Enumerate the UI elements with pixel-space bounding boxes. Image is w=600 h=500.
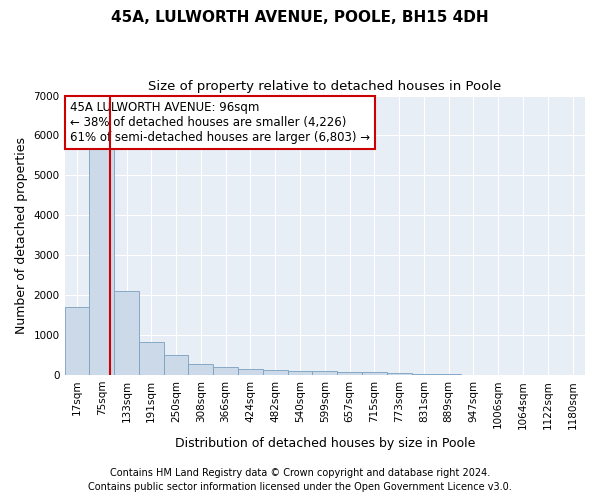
Bar [188,364,213,375]
Bar [387,374,412,375]
Bar [412,374,436,375]
Bar [313,372,337,375]
Bar [362,372,387,375]
Text: 45A LULWORTH AVENUE: 96sqm
← 38% of detached houses are smaller (4,226)
61% of s: 45A LULWORTH AVENUE: 96sqm ← 38% of deta… [70,101,370,144]
X-axis label: Distribution of detached houses by size in Poole: Distribution of detached houses by size … [175,437,475,450]
Bar [287,370,313,375]
Bar [139,342,164,375]
Bar [238,370,263,375]
Bar [164,355,188,375]
Bar [337,372,362,375]
Bar [89,134,114,375]
Text: Contains HM Land Registry data © Crown copyright and database right 2024.
Contai: Contains HM Land Registry data © Crown c… [88,468,512,492]
Bar [114,291,139,375]
Bar [65,307,89,375]
Bar [436,374,461,375]
Bar [213,367,238,375]
Bar [263,370,287,375]
Text: 45A, LULWORTH AVENUE, POOLE, BH15 4DH: 45A, LULWORTH AVENUE, POOLE, BH15 4DH [111,10,489,25]
Title: Size of property relative to detached houses in Poole: Size of property relative to detached ho… [148,80,502,93]
Y-axis label: Number of detached properties: Number of detached properties [15,137,28,334]
